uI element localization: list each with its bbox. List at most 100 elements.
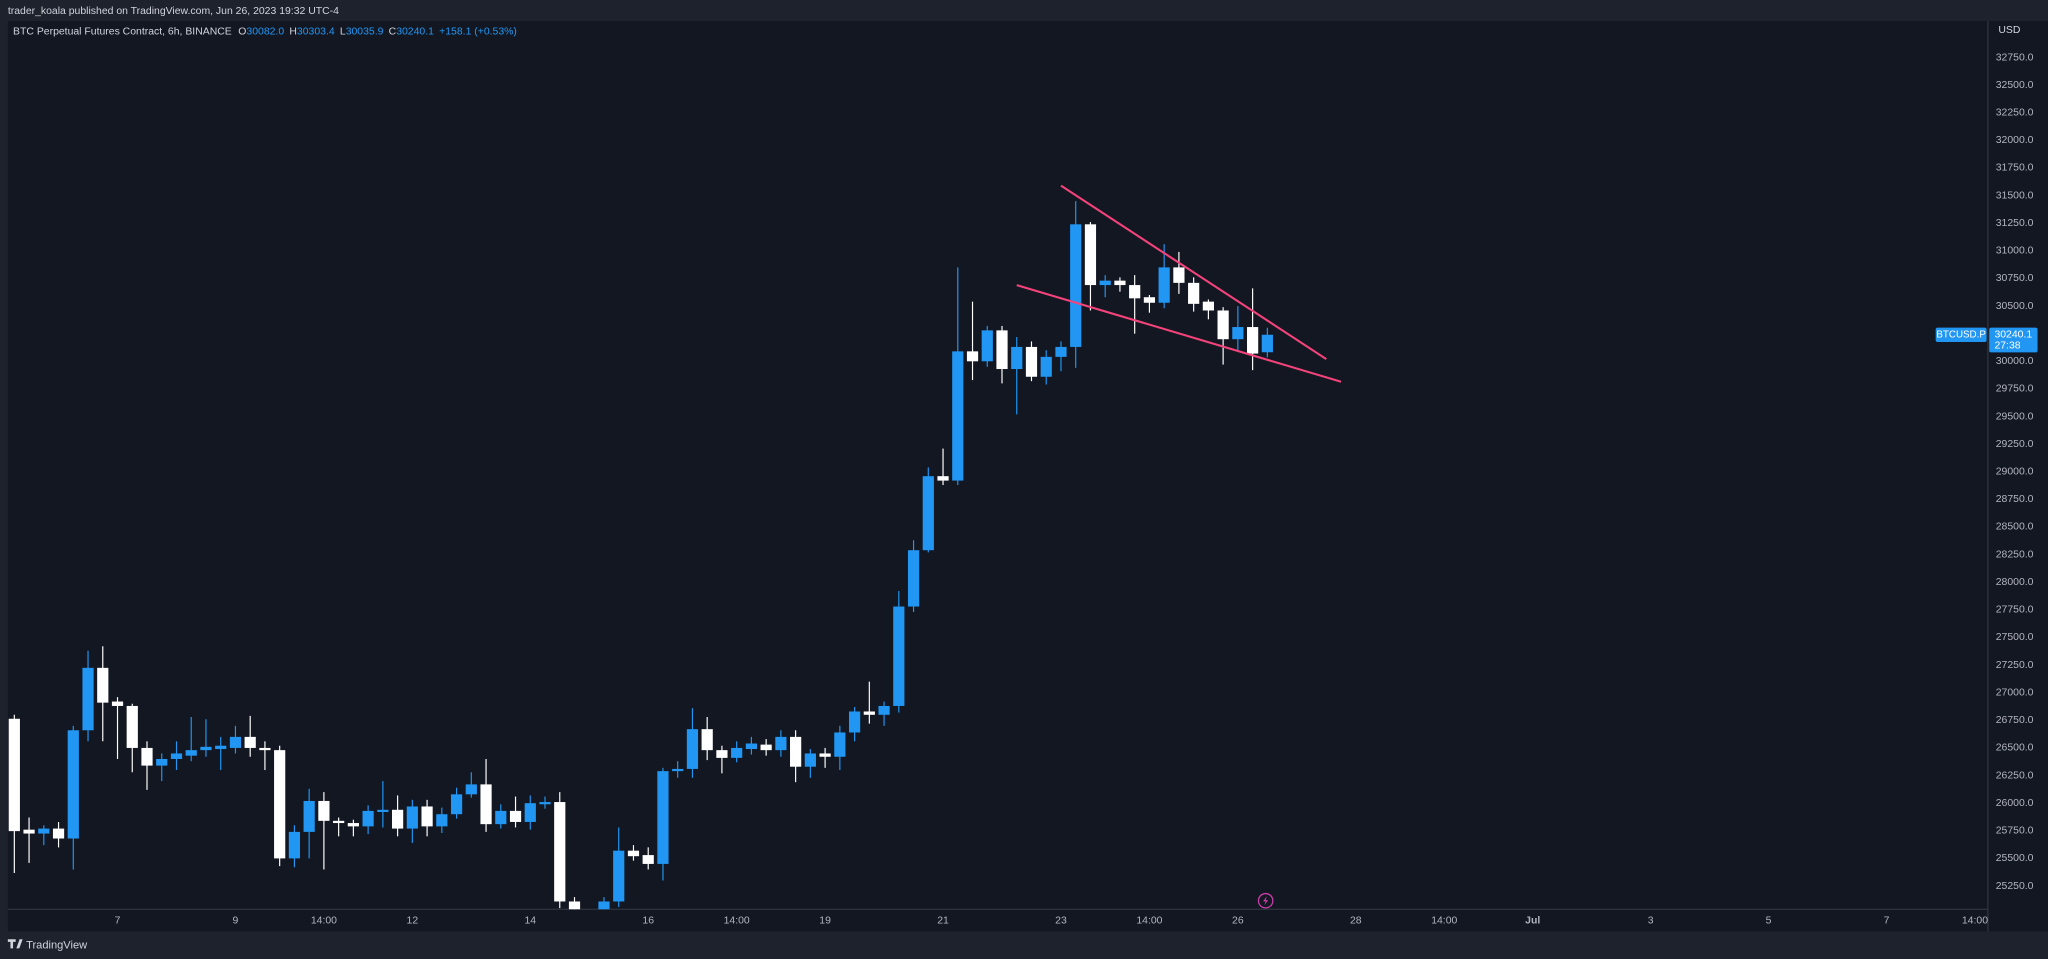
- legend-key: H: [289, 26, 297, 37]
- candle-body: [421, 806, 433, 827]
- candle-body: [303, 800, 315, 832]
- x-tick-label: 19: [819, 916, 831, 927]
- legend-description: BTC Perpetual Futures Contract, 6h, BINA…: [13, 26, 232, 37]
- candle-body: [1202, 301, 1214, 311]
- plot-area: [7, 21, 1988, 910]
- candle-body: [274, 750, 286, 859]
- candle-body: [38, 828, 50, 834]
- x-tick-label: 21: [937, 916, 949, 927]
- candle-body: [406, 806, 418, 829]
- legend: BTC Perpetual Futures Contract, 6h, BINA…: [13, 26, 517, 37]
- y-tick-label: 28750.0: [1996, 494, 2034, 505]
- candle-body: [377, 809, 389, 813]
- candle-body: [922, 476, 934, 551]
- y-tick-label: 28250.0: [1996, 549, 2034, 560]
- x-tick-label: 14:00: [1962, 916, 1988, 927]
- candle-body: [952, 351, 964, 481]
- candle-body: [657, 771, 669, 864]
- trend-line: [1016, 284, 1342, 383]
- candle-body: [170, 753, 183, 759]
- y-tick-label: 26750.0: [1996, 715, 2034, 726]
- legend-change: +158.1 (+0.53%): [439, 26, 517, 37]
- lightning-icon[interactable]: [1257, 892, 1274, 909]
- candle-body: [819, 753, 831, 757]
- candle-body: [244, 736, 256, 748]
- candle-body: [907, 550, 920, 607]
- y-tick-label: 32000.0: [1996, 135, 2034, 146]
- y-tick-label: 31250.0: [1996, 218, 2034, 229]
- candle-body: [524, 803, 536, 822]
- x-tick-label: 3: [1648, 916, 1654, 927]
- candle-body: [878, 705, 890, 715]
- candle-body: [1188, 282, 1200, 304]
- time-axis: [7, 909, 1988, 932]
- x-tick-label: 14:00: [1431, 916, 1457, 927]
- candle-body: [701, 729, 713, 751]
- candle-body: [760, 744, 772, 751]
- candle-body: [185, 750, 197, 756]
- candle-body: [804, 753, 816, 767]
- x-tick-label: 9: [233, 916, 239, 927]
- publisher-header: trader_koala published on TradingView.co…: [8, 6, 339, 17]
- x-tick-label: 28: [1350, 916, 1362, 927]
- candle-body: [1084, 224, 1097, 286]
- candle-body: [996, 330, 1008, 370]
- candles: [8, 184, 1342, 910]
- candle-body: [642, 855, 654, 864]
- x-tick-label: 14:00: [1136, 916, 1162, 927]
- candle-body: [97, 667, 109, 703]
- legend-value: 30035.9: [346, 26, 384, 37]
- candle-body: [1173, 267, 1185, 283]
- candle-body: [1217, 310, 1229, 340]
- x-tick-label: 14:00: [724, 916, 750, 927]
- candle-body: [1232, 327, 1244, 340]
- y-tick-label: 27250.0: [1996, 660, 2034, 671]
- candle-body: [1040, 356, 1052, 377]
- x-tick-label: 14:00: [311, 916, 337, 927]
- candle-body: [1129, 285, 1141, 299]
- candle-body: [111, 701, 124, 706]
- legend-key: C: [389, 26, 397, 37]
- candle-body: [716, 750, 728, 758]
- x-tick-label: 12: [407, 916, 419, 927]
- candle-body: [937, 476, 949, 481]
- y-tick-label: 27500.0: [1996, 632, 2034, 643]
- candle-body: [598, 901, 610, 910]
- legend-key: O: [238, 26, 246, 37]
- candle-body: [686, 729, 699, 769]
- y-tick-label: 26500.0: [1996, 743, 2034, 754]
- y-tick-label: 25500.0: [1996, 853, 2034, 864]
- candle-body: [392, 809, 404, 829]
- candle-body: [1099, 280, 1111, 286]
- y-tick-label: 26250.0: [1996, 770, 2034, 781]
- y-tick-label: 32500.0: [1996, 80, 2034, 91]
- y-tick-label: 31000.0: [1996, 246, 2034, 257]
- candle-body: [863, 711, 875, 715]
- candle-body: [141, 747, 153, 766]
- candle-body: [1025, 346, 1038, 377]
- candle-body: [1143, 297, 1156, 303]
- x-tick-label: 23: [1055, 916, 1067, 927]
- symbol-tag-text: BTCUSD.P: [1936, 329, 1986, 340]
- candle-body: [52, 828, 65, 839]
- candle-body: [362, 810, 374, 827]
- candle-body: [745, 743, 758, 750]
- y-tick-label: 30750.0: [1996, 273, 2034, 284]
- candle-body: [200, 746, 212, 751]
- y-tick-label: 32250.0: [1996, 108, 2034, 119]
- currency-label: USD: [1998, 25, 2020, 36]
- x-tick-label: 7: [1884, 916, 1890, 927]
- price-tag-countdown: 27:38: [1994, 341, 2020, 352]
- price-axis: [1987, 21, 2048, 932]
- candle-body: [333, 820, 345, 824]
- candle-body: [568, 901, 581, 910]
- candle-body: [672, 768, 684, 772]
- x-tick-label: 26: [1232, 916, 1244, 927]
- candle-body: [834, 732, 846, 757]
- y-tick-label: 28500.0: [1996, 522, 2034, 533]
- candle-body: [156, 758, 168, 766]
- x-tick-label: 14: [524, 916, 536, 927]
- candle-body: [229, 736, 242, 748]
